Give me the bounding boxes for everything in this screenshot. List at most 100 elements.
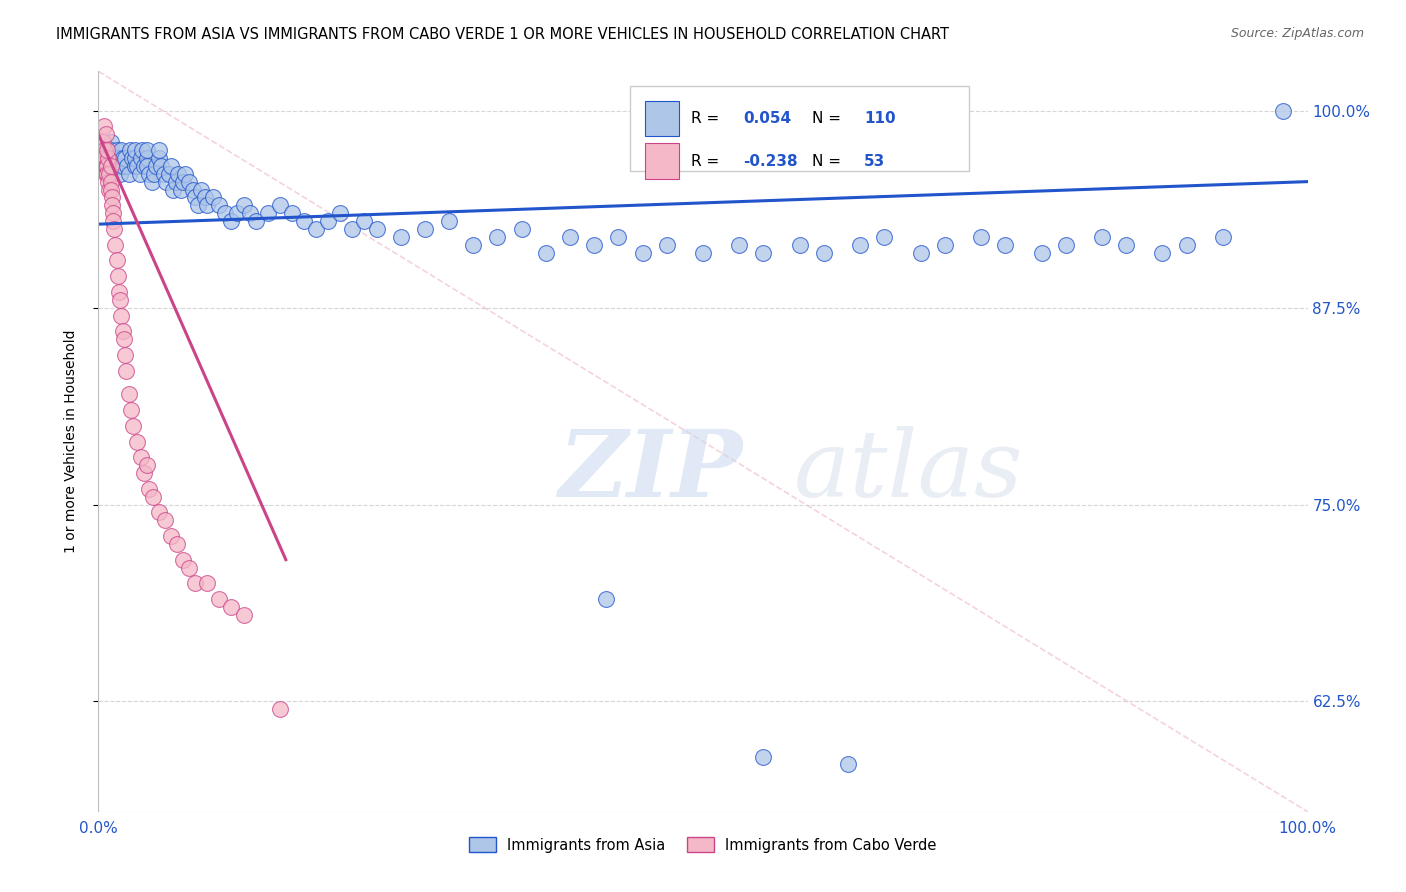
Point <box>226 206 249 220</box>
Point <box>187 198 209 212</box>
Point <box>118 387 141 401</box>
Point <box>160 529 183 543</box>
Point <box>124 143 146 157</box>
Point <box>655 237 678 252</box>
Point <box>174 167 197 181</box>
Point <box>190 182 212 196</box>
Point <box>329 206 352 220</box>
Point <box>111 151 134 165</box>
Point <box>103 222 125 236</box>
Point <box>160 159 183 173</box>
Point <box>692 245 714 260</box>
Point <box>195 198 218 212</box>
Text: IMMIGRANTS FROM ASIA VS IMMIGRANTS FROM CABO VERDE 1 OR MORE VEHICLES IN HOUSEHO: IMMIGRANTS FROM ASIA VS IMMIGRANTS FROM … <box>56 27 949 42</box>
Point <box>120 403 142 417</box>
Point <box>728 237 751 252</box>
Point <box>135 159 157 173</box>
Point <box>789 237 811 252</box>
FancyBboxPatch shape <box>645 101 679 136</box>
Point <box>292 214 315 228</box>
Point <box>153 513 176 527</box>
Text: N =: N = <box>811 111 845 126</box>
Point <box>583 237 606 252</box>
Point <box>121 151 143 165</box>
Point <box>115 364 138 378</box>
Point <box>101 214 124 228</box>
Point <box>752 245 775 260</box>
Point <box>208 198 231 212</box>
Point <box>104 237 127 252</box>
Point <box>166 537 188 551</box>
Point <box>148 151 170 165</box>
Point <box>131 143 153 157</box>
Point <box>849 237 872 252</box>
Point <box>1031 245 1053 260</box>
Point <box>107 269 129 284</box>
Point <box>96 159 118 173</box>
Point <box>413 222 436 236</box>
Point <box>169 182 191 196</box>
Point <box>167 167 190 181</box>
Text: Source: ZipAtlas.com: Source: ZipAtlas.com <box>1230 27 1364 40</box>
Point <box>100 190 122 204</box>
Point <box>437 214 460 228</box>
Point <box>141 175 163 189</box>
Point <box>138 482 160 496</box>
Point <box>172 552 194 566</box>
Point <box>179 560 201 574</box>
Point <box>100 175 122 189</box>
Point <box>631 245 654 260</box>
Point <box>108 285 131 299</box>
Point <box>138 167 160 181</box>
Point <box>94 159 117 173</box>
Point <box>98 167 121 181</box>
Point <box>366 222 388 236</box>
Legend: Immigrants from Asia, Immigrants from Cabo Verde: Immigrants from Asia, Immigrants from Ca… <box>463 830 943 860</box>
Point <box>486 229 509 244</box>
Point <box>873 229 896 244</box>
Point <box>97 175 120 189</box>
Point <box>970 229 993 244</box>
Point <box>221 214 243 228</box>
Text: N =: N = <box>811 153 845 169</box>
Point <box>105 151 128 165</box>
Point <box>124 151 146 165</box>
Point <box>281 206 304 220</box>
Text: 110: 110 <box>863 111 896 126</box>
Point <box>135 151 157 165</box>
Point <box>93 120 115 134</box>
Point <box>148 505 170 519</box>
Point <box>269 702 291 716</box>
Point <box>165 175 187 189</box>
Point <box>91 135 114 149</box>
Point <box>96 159 118 173</box>
Point <box>114 151 136 165</box>
Point <box>128 167 150 181</box>
Point <box>107 151 129 165</box>
Point <box>172 175 194 189</box>
Point <box>1152 245 1174 260</box>
Point <box>195 576 218 591</box>
Point <box>194 190 217 204</box>
Point <box>111 159 134 173</box>
Point <box>97 151 120 165</box>
Text: ZIP: ZIP <box>558 426 742 516</box>
Point <box>100 135 122 149</box>
Point <box>134 159 156 173</box>
Point <box>389 229 412 244</box>
Point <box>93 151 115 165</box>
Point <box>157 167 180 181</box>
Point <box>129 151 152 165</box>
Point <box>184 190 207 204</box>
FancyBboxPatch shape <box>645 144 679 179</box>
Point <box>118 143 141 157</box>
Point <box>150 159 173 173</box>
Point <box>245 214 267 228</box>
Text: R =: R = <box>690 153 724 169</box>
Point <box>305 222 328 236</box>
Point <box>118 167 141 181</box>
Point <box>214 206 236 220</box>
Point <box>752 749 775 764</box>
Point <box>813 245 835 260</box>
Point <box>1054 237 1077 252</box>
